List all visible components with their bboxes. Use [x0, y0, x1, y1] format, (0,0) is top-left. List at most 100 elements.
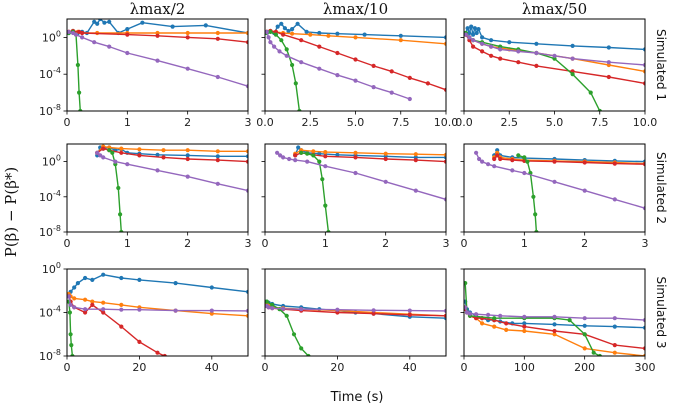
data-point-green — [492, 316, 497, 321]
data-point-purple — [570, 56, 575, 61]
data-point-red — [642, 162, 645, 167]
data-point-blue — [317, 30, 322, 36]
series-group — [67, 272, 248, 356]
x-tick-label: 1 — [124, 116, 131, 129]
data-point-red — [389, 69, 394, 74]
x-tick-label: 10.0 — [434, 116, 459, 129]
series-group — [67, 19, 248, 111]
data-point-purple — [95, 150, 100, 155]
data-point-purple — [83, 307, 88, 312]
data-point-blue — [90, 277, 95, 282]
data-point-purple — [606, 60, 611, 65]
data-point-green — [118, 212, 123, 217]
data-point-purple — [107, 44, 112, 49]
y-tick-exponent: 0 — [56, 29, 61, 38]
data-point-red — [552, 328, 557, 334]
y-tick-exponent: -4 — [53, 189, 61, 198]
data-point-red — [335, 50, 340, 56]
data-point-blue — [83, 275, 88, 281]
data-point-blue — [606, 45, 611, 50]
data-point-green — [531, 194, 536, 199]
data-point-purple — [173, 308, 178, 313]
data-point-red — [582, 160, 587, 165]
data-point-orange — [101, 300, 106, 305]
data-point-purple — [467, 311, 473, 316]
data-point-red — [245, 40, 248, 45]
data-point-orange — [383, 151, 388, 156]
y-tick-exponent: -8 — [53, 224, 61, 233]
data-point-blue — [469, 24, 474, 29]
data-point-purple — [272, 44, 277, 49]
panel-1-1: 0 1 2 3 — [261, 143, 450, 250]
data-point-red — [245, 159, 248, 164]
series-line-green — [68, 31, 81, 111]
y-tick-label: 10-8 — [39, 224, 61, 239]
data-point-blue — [155, 152, 160, 157]
data-point-red — [606, 74, 611, 80]
data-point-red — [413, 158, 418, 163]
data-point-blue — [290, 27, 295, 32]
data-point-purple — [522, 170, 527, 176]
data-point-blue — [398, 33, 403, 38]
data-point-blue — [304, 29, 309, 34]
series-group — [474, 148, 645, 232]
data-point-green — [110, 150, 115, 155]
data-point-blue — [275, 24, 280, 29]
data-point-red — [299, 38, 304, 43]
data-point-purple — [155, 168, 160, 173]
data-point-purple — [389, 90, 394, 95]
x-tick-label: 5.0 — [546, 116, 564, 129]
y-tick-exponent: -8 — [53, 348, 61, 357]
data-point-red — [101, 146, 106, 151]
data-point-red — [125, 32, 130, 37]
data-point-green — [273, 32, 278, 37]
data-point-purple — [474, 150, 479, 155]
data-point-purple — [287, 156, 292, 162]
data-point-blue — [489, 38, 494, 43]
data-point-orange — [311, 149, 316, 154]
data-point-blue — [507, 40, 512, 45]
data-point-green — [306, 353, 311, 356]
data-point-red — [425, 81, 430, 86]
data-point-green — [78, 108, 83, 111]
data-point-red — [443, 87, 446, 92]
x-tick-label: 0 — [64, 237, 71, 250]
x-tick-label: 1 — [521, 237, 528, 250]
data-point-purple — [492, 164, 497, 169]
data-point-blue — [642, 47, 645, 52]
x-tick-label: 3 — [245, 237, 252, 250]
data-point-green — [320, 177, 325, 182]
data-point-purple — [582, 188, 587, 193]
data-point-green — [293, 81, 298, 86]
data-point-blue — [98, 19, 103, 22]
data-point-purple — [155, 58, 160, 63]
x-tick-label: 10.0 — [633, 116, 658, 129]
y-tick-label: 10-8 — [39, 348, 61, 363]
x-tick-label: 0 — [461, 237, 468, 250]
series-line-purple — [266, 31, 411, 100]
panel-1-2: 0 1 2 3 — [460, 143, 649, 250]
data-point-orange — [161, 148, 166, 153]
data-point-green — [70, 353, 75, 356]
series-line-green — [68, 301, 74, 356]
data-point-purple — [498, 47, 503, 52]
data-point-blue — [296, 145, 301, 150]
data-point-blue — [612, 324, 617, 329]
x-tick-label: 200 — [574, 361, 595, 374]
data-point-purple — [113, 159, 118, 164]
data-point-red — [281, 32, 286, 37]
data-point-purple — [277, 49, 282, 54]
data-point-orange — [642, 69, 645, 74]
data-point-red — [642, 81, 645, 86]
data-point-red — [90, 302, 95, 307]
data-point-red — [612, 161, 617, 166]
data-point-purple — [73, 32, 79, 37]
data-point-purple — [119, 307, 124, 312]
data-point-purple — [185, 66, 190, 71]
x-tick-label: 7.5 — [392, 116, 410, 129]
data-point-green — [323, 203, 328, 208]
y-axis-label: P(β) − P(β*) — [2, 167, 20, 258]
data-point-orange — [413, 152, 418, 157]
data-point-green — [317, 159, 322, 164]
y-tick-label: 10-8 — [39, 103, 61, 118]
